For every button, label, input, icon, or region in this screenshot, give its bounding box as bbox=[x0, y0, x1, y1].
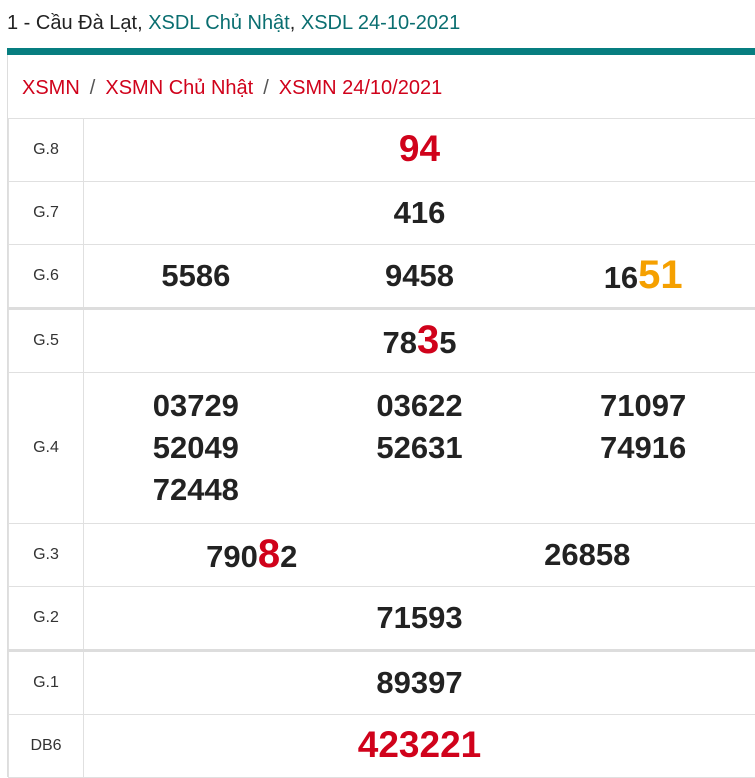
breadcrumb: XSMN / XSMN Chủ Nhật / XSMN 24/10/2021 bbox=[22, 77, 442, 100]
prize-number: 5586 bbox=[84, 255, 308, 297]
prize-number: 89397 bbox=[84, 662, 755, 704]
title-separator: , bbox=[290, 12, 301, 34]
title-prefix: 1 - Cầu Đà Lạt, bbox=[7, 12, 148, 34]
prize-row: DB6 423221 bbox=[9, 715, 755, 778]
accent-bar bbox=[7, 48, 755, 55]
digits: 89397 bbox=[376, 665, 462, 700]
breadcrumb-xsmn-date[interactable]: XSMN 24/10/2021 bbox=[279, 77, 442, 99]
prize-number: 52631 bbox=[308, 427, 532, 469]
digits: 52631 bbox=[376, 430, 462, 465]
prize-number: 72448 bbox=[84, 469, 308, 511]
prize-number: 7835 bbox=[84, 319, 755, 364]
prize-numbers: 5586 9458 1651 bbox=[84, 245, 755, 309]
prize-number: 1651 bbox=[531, 254, 755, 299]
digits: 03729 bbox=[153, 388, 239, 423]
link-xsdl-date[interactable]: XSDL 24-10-2021 bbox=[301, 12, 460, 34]
prize-number: 423221 bbox=[84, 724, 755, 768]
digits: 78 bbox=[383, 325, 417, 360]
prize-numbers: 79082 26858 bbox=[84, 524, 755, 587]
prize-number: 79082 bbox=[84, 533, 420, 578]
digits: 71593 bbox=[376, 600, 462, 635]
prize-numbers: 7835 bbox=[84, 309, 755, 373]
digits: 790 bbox=[206, 539, 258, 574]
digits: 74916 bbox=[600, 430, 686, 465]
prize-numbers: 89397 bbox=[84, 651, 755, 715]
prize-number: 52049 bbox=[84, 427, 308, 469]
digits: 03622 bbox=[376, 388, 462, 423]
prize-row: G.6 5586 9458 1651 bbox=[9, 245, 755, 309]
prize-label: DB6 bbox=[9, 715, 84, 778]
link-xsdl-chu-nhat[interactable]: XSDL Chủ Nhật bbox=[148, 12, 290, 34]
page-title: 1 - Cầu Đà Lạt, XSDL Chủ Nhật, XSDL 24-1… bbox=[7, 12, 460, 35]
digits: 16 bbox=[604, 260, 638, 295]
highlighted-digits: 94 bbox=[399, 128, 440, 169]
digits: 416 bbox=[394, 195, 446, 230]
highlighted-digits: 423221 bbox=[358, 724, 481, 765]
prize-number: 74916 bbox=[531, 427, 755, 469]
digits: 71097 bbox=[600, 388, 686, 423]
prize-number: 26858 bbox=[420, 534, 755, 576]
prize-label: G.2 bbox=[9, 587, 84, 651]
breadcrumb-separator: / bbox=[90, 77, 96, 99]
prize-row: G.1 89397 bbox=[9, 651, 755, 715]
digits: 5 bbox=[439, 325, 456, 360]
prize-number: 71593 bbox=[84, 597, 755, 639]
prize-numbers: 94 bbox=[84, 119, 755, 182]
prize-number: 416 bbox=[84, 192, 755, 234]
digits: 2 bbox=[280, 539, 297, 574]
prize-label: G.7 bbox=[9, 182, 84, 245]
prize-number: 94 bbox=[84, 128, 755, 172]
prize-row: G.8 94 bbox=[9, 119, 755, 182]
prize-label: G.3 bbox=[9, 524, 84, 587]
highlighted-digits: 51 bbox=[638, 253, 683, 297]
digits: 5586 bbox=[161, 258, 230, 293]
breadcrumb-separator: / bbox=[263, 77, 269, 99]
prize-label: G.1 bbox=[9, 651, 84, 715]
prize-numbers: 03729 03622 71097 52049 52631 74916 72448 bbox=[84, 373, 755, 524]
prize-numbers: 416 bbox=[84, 182, 755, 245]
prize-number: 03622 bbox=[308, 385, 532, 427]
breadcrumb-xsmn[interactable]: XSMN bbox=[22, 77, 80, 99]
results-box: XSMN / XSMN Chủ Nhật / XSMN 24/10/2021 G.8 94… bbox=[7, 55, 755, 777]
prize-numbers: 71593 bbox=[84, 587, 755, 651]
digits: 72448 bbox=[153, 472, 239, 507]
prize-label: G.5 bbox=[9, 309, 84, 373]
prize-number: 03729 bbox=[84, 385, 308, 427]
digits: 26858 bbox=[544, 537, 630, 572]
breadcrumb-xsmn-chu-nhat[interactable]: XSMN Chủ Nhật bbox=[105, 77, 253, 99]
prize-label: G.8 bbox=[9, 119, 84, 182]
prize-number: 9458 bbox=[308, 255, 532, 297]
prize-numbers: 423221 bbox=[84, 715, 755, 778]
digits: 52049 bbox=[153, 430, 239, 465]
prize-row: G.4 03729 03622 71097 52049 52631 74916 72448 bbox=[9, 373, 755, 524]
prize-row: G.2 71593 bbox=[9, 587, 755, 651]
prize-label: G.6 bbox=[9, 245, 84, 309]
prize-row: G.7 416 bbox=[9, 182, 755, 245]
prize-number: 71097 bbox=[531, 385, 755, 427]
digits: 9458 bbox=[385, 258, 454, 293]
highlighted-digits: 8 bbox=[258, 532, 280, 576]
prize-label: G.4 bbox=[9, 373, 84, 524]
highlighted-digits: 3 bbox=[417, 318, 439, 362]
